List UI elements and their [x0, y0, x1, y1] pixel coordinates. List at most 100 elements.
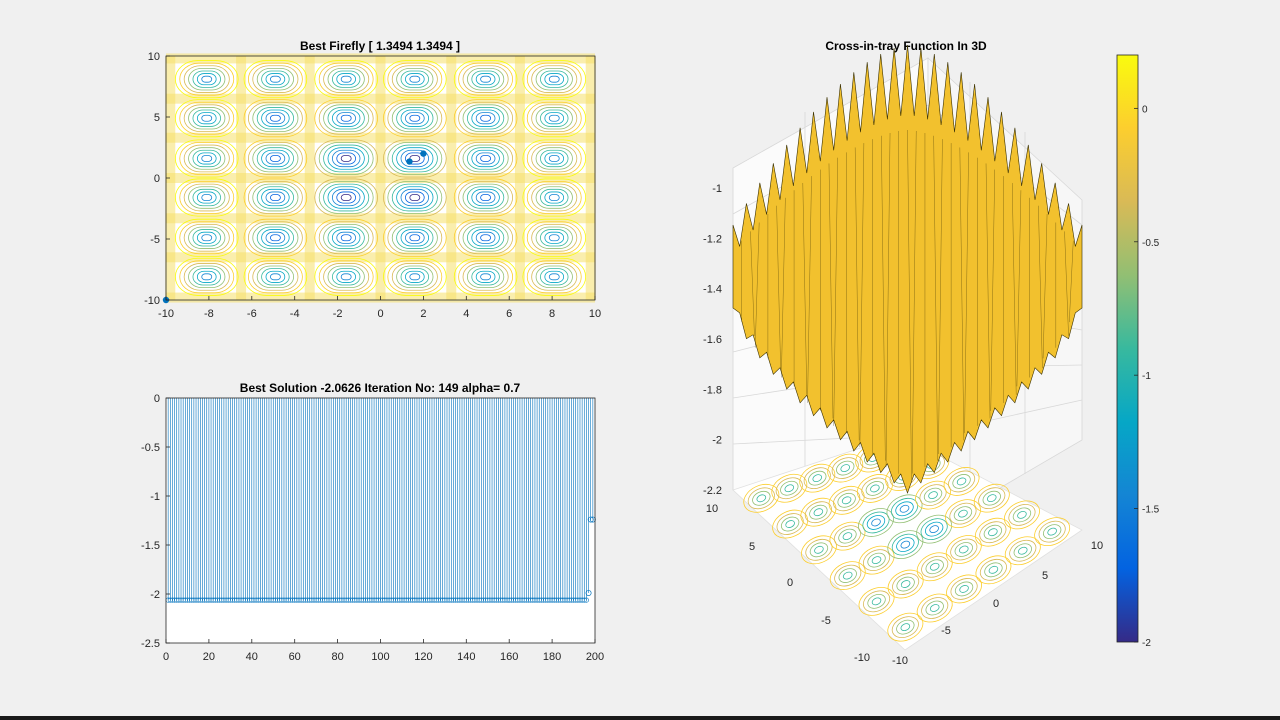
surface-mesh-line — [990, 169, 995, 411]
floor-contour-line — [756, 494, 767, 503]
surface-mesh-line — [1016, 190, 1022, 387]
floor-contour-line — [949, 502, 977, 525]
contour-line — [252, 183, 299, 212]
contour-y-tick-label: -10 — [144, 295, 160, 307]
contour-line — [269, 155, 281, 162]
contour-line — [331, 188, 361, 207]
contour-line — [548, 234, 560, 242]
surface-mesh-line — [912, 130, 917, 474]
contour-x-tick-label: 10 — [589, 308, 601, 320]
contour-line — [174, 257, 239, 296]
contour-line — [522, 139, 587, 178]
contour-line — [243, 99, 308, 138]
contour-x-tick-label: -2 — [333, 308, 343, 320]
contour-line — [340, 194, 352, 201]
contour-x-tick-label: 4 — [463, 308, 469, 320]
contour-line — [247, 62, 303, 96]
contour-line — [252, 65, 299, 93]
contour-line — [531, 183, 578, 212]
floor-contour-line — [871, 518, 881, 527]
floor-contour-line — [828, 485, 865, 515]
contour-line — [314, 60, 378, 99]
floor-contour-line — [974, 517, 1011, 547]
contour-line — [409, 194, 421, 201]
contour-line — [522, 178, 587, 217]
floor-contour-line — [809, 542, 829, 558]
contour-line — [188, 67, 226, 91]
contour-line — [531, 144, 578, 173]
surface-panel[interactable]: Cross-in-tray Function In 3D -1 -1.2 -1.4 — [703, 39, 1103, 667]
floor-contour-line — [945, 535, 982, 564]
firefly-point — [420, 150, 427, 157]
contour-line — [265, 152, 286, 165]
contour-line — [243, 257, 308, 296]
floor-contour-line — [892, 573, 920, 595]
floor-contour-line — [1008, 504, 1036, 526]
convergence-y-tick-label: 0 — [154, 393, 160, 405]
surface-y-tick-label: -5 — [821, 615, 831, 627]
contour-line — [471, 109, 500, 127]
floor-contour-line — [925, 559, 944, 575]
surface-mesh-line — [938, 139, 943, 454]
contour-line — [467, 226, 505, 249]
contour-line — [409, 114, 421, 122]
floor-contour-line — [871, 556, 882, 564]
surface-y-tick-label: -10 — [854, 652, 870, 664]
contour-line — [331, 70, 361, 88]
contour-line — [383, 60, 447, 99]
floor-contour-line — [752, 490, 771, 506]
contour-line — [179, 62, 235, 96]
contour-line — [471, 188, 500, 207]
contour-line — [387, 101, 443, 135]
contour-line — [327, 147, 365, 170]
contour-line — [480, 155, 492, 162]
colorbar[interactable]: 0 -0.5 -1 -1.5 -2 — [1116, 54, 1160, 649]
floor-contour-line — [1009, 539, 1037, 562]
convergence-panel[interactable]: Best Solution -2.0626 Iteration No: 149 … — [141, 381, 604, 663]
floor-contour-line — [886, 494, 923, 524]
floor-contour-line — [896, 576, 915, 592]
contour-line — [391, 65, 438, 93]
surface-z-tick-label: -1 — [712, 183, 722, 195]
floor-contour-line — [923, 487, 943, 503]
contour-line — [256, 147, 294, 170]
contour-line — [383, 257, 447, 296]
contour-line — [192, 229, 221, 247]
floor-contour-line — [953, 506, 973, 522]
contour-line — [323, 65, 370, 93]
floor-contour-line — [900, 540, 911, 549]
floor-contour-line — [840, 464, 851, 472]
floor-contour-line — [1004, 536, 1041, 566]
contour-line — [453, 178, 518, 217]
floor-contour-line — [983, 524, 1003, 540]
floor-contour-line — [916, 593, 953, 623]
contour-line — [247, 181, 303, 214]
stem-marker — [587, 516, 594, 523]
contour-line — [526, 62, 582, 96]
contour-line — [526, 142, 582, 175]
contour-line — [458, 62, 514, 96]
contour-line — [526, 260, 582, 294]
floor-contour-line — [772, 509, 809, 539]
surface-z-tick-labels: -1 -1.2 -1.4 -1.6 -1.8 -2 -2.2 — [703, 183, 722, 497]
floor-contour-line — [1018, 546, 1028, 555]
floor-contour-line — [808, 470, 827, 486]
contour-line — [196, 73, 217, 86]
floor-contour-line — [958, 509, 968, 518]
contour-panel[interactable]: Best Firefly [ 1.3494 1.3494 ] -10 -8 -6 -4… — [144, 39, 601, 320]
contour-line — [265, 270, 286, 283]
convergence-x-tick-label: 180 — [543, 651, 561, 663]
contour-line — [405, 270, 425, 283]
contour-line — [183, 144, 230, 173]
floor-contour-line — [858, 586, 895, 616]
contour-line — [548, 155, 560, 162]
contour-line — [535, 67, 573, 91]
contour-line — [340, 75, 352, 83]
contour-line — [462, 223, 509, 252]
colorbar-tick-label: 0 — [1142, 104, 1148, 115]
floor-contour-line — [887, 569, 924, 599]
contour-x-tick-label: -10 — [158, 308, 174, 320]
contour-line — [265, 231, 286, 244]
contour-line — [340, 234, 352, 242]
contour-line — [252, 104, 299, 133]
